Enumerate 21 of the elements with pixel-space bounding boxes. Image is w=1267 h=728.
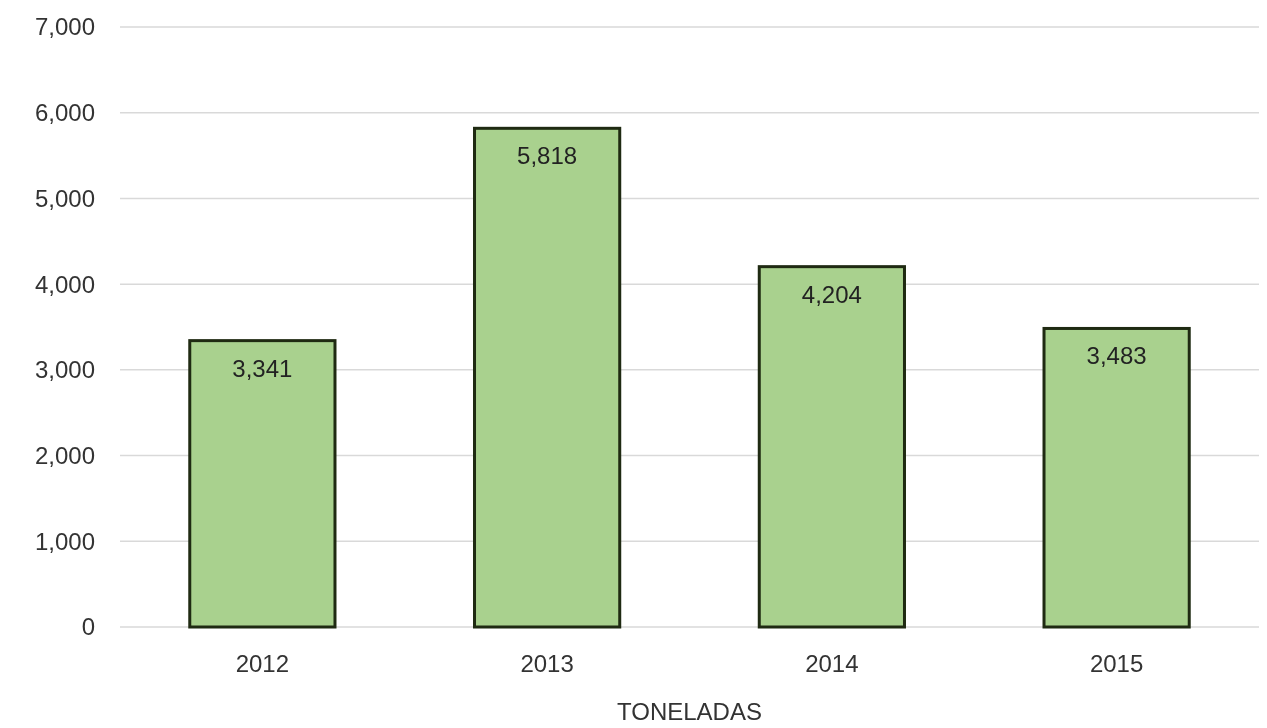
y-tick-label: 0 (81, 613, 95, 641)
data-label: 4,204 (801, 280, 862, 308)
y-tick-label: 4,000 (34, 270, 95, 298)
y-tick-label: 6,000 (34, 99, 95, 127)
data-label: 3,483 (1086, 342, 1147, 370)
y-tick-label: 3,000 (34, 356, 95, 384)
y-tick-label: 1,000 (34, 527, 95, 555)
data-label: 3,341 (232, 354, 293, 382)
bar (188, 339, 337, 629)
bar (473, 126, 622, 629)
data-label: 5,818 (517, 142, 578, 170)
bar (1042, 326, 1191, 629)
x-tick-label: 2013 (520, 650, 574, 677)
x-axis-title: TONELADAS (617, 698, 762, 725)
x-tick-label: 2012 (235, 650, 290, 677)
y-tick-label: 2,000 (34, 441, 95, 469)
bar (757, 265, 906, 629)
y-tick-label: 7,000 (34, 13, 95, 41)
x-tick-label: 2014 (805, 650, 859, 677)
y-tick-label: 5,000 (34, 184, 95, 212)
x-tick-label: 2015 (1089, 650, 1144, 677)
